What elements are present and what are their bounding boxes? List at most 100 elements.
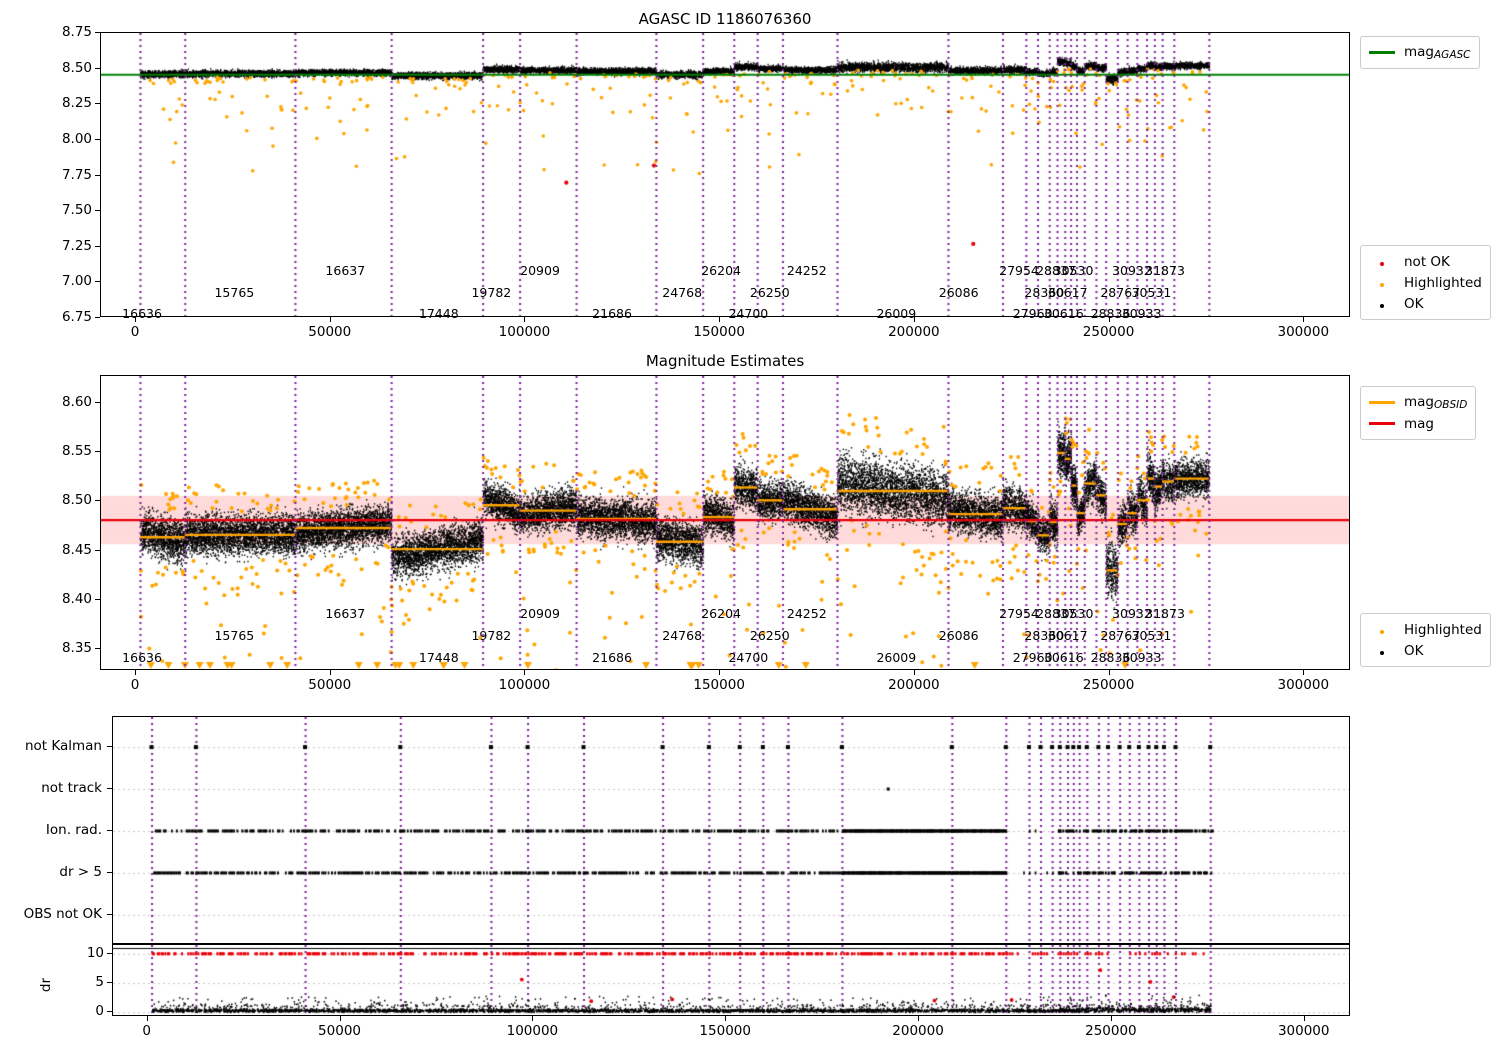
panel1-obsid-label: 17448 (418, 306, 459, 321)
mag-agasc-line-swatch (1369, 51, 1395, 54)
panel3-xtick-label: 0 (142, 1023, 151, 1039)
not-ok-dot-swatch (1369, 254, 1395, 270)
panel1-obsid-label: 16637 (325, 263, 366, 278)
panel1-xtick-label: 100000 (498, 324, 551, 340)
panel1-xtick-mark (1303, 317, 1305, 322)
panel2-xtick-label: 150000 (693, 677, 745, 693)
panel2-ytick-mark (95, 648, 100, 650)
panel2-obsid-label: 20909 (520, 606, 560, 621)
panel2-obsid-label: 30932 (1112, 606, 1152, 621)
panel2-ytick-label: 8.45 (61, 541, 92, 558)
panel1-ytick-mark (95, 317, 100, 318)
panel1-ytick-mark (95, 32, 100, 33)
panel1-obsid-label: 20909 (520, 263, 560, 278)
panel2-ytick-mark (95, 549, 100, 551)
panel1-obsid-label: 30531 (1131, 285, 1172, 300)
panel1-obsid-label: 31873 (1145, 263, 1185, 278)
panel1-obsid-label: 28837 (1036, 263, 1076, 278)
panel2-ytick-label: 8.35 (61, 640, 92, 657)
panel2-obsid-label: 27954 (999, 606, 1039, 621)
legend-label-mag: mag (1404, 415, 1434, 432)
panel2-obsid-label: 26250 (749, 628, 790, 643)
panel2-title: Magnitude Estimates (645, 352, 805, 370)
legend-entry-mag-agasc: magAGASC (1369, 42, 1471, 63)
panel1-obsid-label: 24768 (662, 285, 703, 300)
panel1-obsid-label: 15765 (214, 285, 255, 300)
panel1-obsid-label: 27954 (999, 263, 1039, 278)
panel2-xtick-mark (1108, 670, 1110, 675)
panel1-obsid-label: 30932 (1112, 263, 1152, 278)
panel2-ytick-label: 8.55 (61, 442, 92, 459)
panel1-ytick-mark (95, 67, 100, 69)
panel1-xtick-label: 250000 (1082, 324, 1135, 340)
dr-ytick-label: 10 (86, 944, 104, 961)
panel3-xtick-mark (725, 1016, 727, 1021)
panel1-xtick-label: 50000 (308, 324, 352, 340)
panel1-ytick-mark (95, 138, 100, 140)
panel2-xtick-label: 100000 (498, 677, 551, 693)
panel2-ytick-mark (95, 500, 100, 502)
panel1-xtick-label: 300000 (1277, 324, 1330, 340)
panel2-obsid-label: 28836 (1090, 650, 1131, 665)
dr-ytick-mark (107, 982, 112, 984)
panel2-obsid-label: 30617 (1047, 628, 1088, 643)
panel1-xtick-mark (913, 317, 915, 322)
dr-ytick-mark (107, 952, 112, 954)
panel2-obsid-label: 26086 (938, 628, 979, 643)
panel2-obsid-label: 16636 (122, 650, 162, 665)
panel2-obsid-label: 31873 (1145, 606, 1185, 621)
panel2-ytick-mark (95, 598, 100, 600)
panel1-ytick-label: 7.00 (61, 273, 92, 290)
panel2-obsid-label: 30616 (1043, 650, 1084, 665)
dr-axis-label: dr (38, 977, 54, 993)
flag-category-tick (107, 830, 112, 831)
legend-label-mag-obsid: magOBSID (1404, 394, 1468, 411)
mag-line-swatch (1369, 422, 1395, 425)
flag-category-label: not track (41, 780, 102, 797)
panel1-ytick-label: 8.25 (61, 95, 92, 112)
panel2-obsid-label: 24252 (786, 606, 827, 621)
panel1-ytick-mark (95, 174, 100, 176)
panel1-legend-status: not OK Highlighted OK (1360, 245, 1491, 320)
panel2-obsid-label: 28837 (1036, 606, 1076, 621)
flag-category-label: not Kalman (24, 738, 102, 755)
panel1-obsid-label: 21686 (592, 306, 632, 321)
flag-category-label: OBS not OK (23, 905, 102, 922)
panel2-xtick-mark (1303, 670, 1305, 675)
panel2-xtick-mark (524, 670, 526, 675)
panel3-dr-plot-area (112, 944, 1350, 1016)
panel3-xtick-label: 200000 (892, 1023, 944, 1039)
legend-label-not-ok: not OK (1404, 253, 1450, 270)
panel2-ytick-mark (95, 450, 100, 452)
panel2-obsid-label: 27960 (1012, 650, 1053, 665)
flag-category-label: Ion. rad. (45, 822, 102, 838)
panel2-ytick-label: 8.40 (61, 590, 92, 607)
panel1-legend-magagasc: magAGASC (1360, 36, 1480, 69)
dr-ytick-label: 5 (95, 974, 104, 991)
mag-obsid-line-swatch (1369, 401, 1395, 404)
panel1-obsid-label: 16636 (122, 306, 162, 321)
panel1-obsid-label: 19782 (471, 285, 512, 300)
legend-label-ok-2: OK (1404, 642, 1424, 659)
legend-entry-not-ok: not OK (1369, 251, 1482, 272)
panel2-xtick-label: 50000 (308, 677, 352, 693)
panel1-obsid-label: 26086 (938, 285, 979, 300)
flag-category-tick (107, 871, 112, 873)
panel2-ytick-mark (95, 401, 100, 403)
ok-dot-swatch-2 (1369, 643, 1395, 659)
panel1-obsid-label: 30616 (1043, 306, 1084, 321)
panel2-obsid-label: 26009 (876, 650, 917, 665)
panel1-obsid-label: 24700 (728, 306, 769, 321)
panel1-xtick-label: 150000 (693, 324, 745, 340)
panel1-obsid-label: 26250 (749, 285, 790, 300)
panel2-ytick-label: 8.50 (61, 492, 92, 509)
panel1-obsid-label: 28836 (1090, 306, 1131, 321)
panel2-xtick-mark (135, 670, 137, 675)
panel3-xtick-label: 150000 (699, 1023, 751, 1039)
flag-category-label: dr > 5 (59, 863, 102, 880)
panel2-ytick-label: 8.60 (61, 393, 92, 410)
panel1-ytick-label: 8.00 (61, 130, 92, 147)
highlighted-dot-swatch (1369, 275, 1395, 291)
panel3-xtick-mark (1110, 1016, 1112, 1021)
legend-entry-highlighted: Highlighted (1369, 272, 1482, 293)
